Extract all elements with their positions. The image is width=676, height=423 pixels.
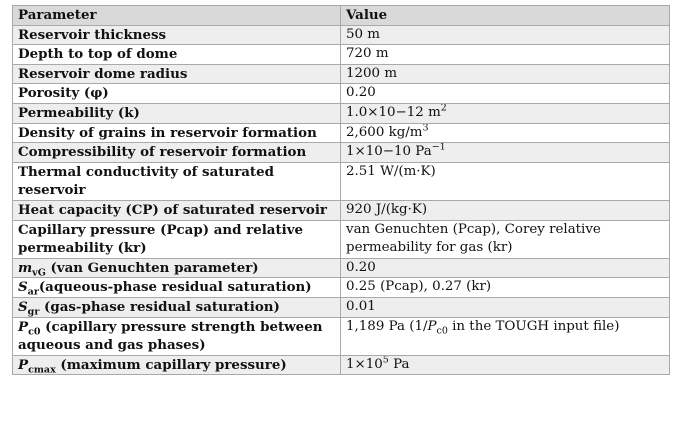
parameter-cell: Reservoir dome radius (12, 63, 341, 85)
value-subscript: c0 (436, 325, 448, 337)
value-superscript: 5 (382, 355, 389, 366)
value-cell: 0.25 (Pcap), 0.27 (kr) (340, 277, 670, 298)
value-cell: 1,189 Pa (1/Pc0 in the TOUGH input file) (340, 316, 670, 356)
value-cell: 1×10−10 Pa−1 (340, 142, 670, 163)
symbol: m (18, 259, 33, 276)
parameter-text: (van Genuchten parameter) (45, 259, 259, 276)
symbol: S (18, 279, 28, 296)
symbol-subscript: vG (32, 267, 46, 278)
table-row: Sgr (gas-phase residual saturation) 0.01 (12, 296, 670, 318)
parameter-cell: Reservoir thickness (12, 24, 341, 46)
parameter-cell: Heat capacity (CP) of saturated reservoi… (12, 199, 341, 221)
value-cell: 2.51 W/(m·K) (340, 161, 670, 201)
table-row: Heat capacity (CP) of saturated reservoi… (12, 199, 670, 221)
parameter-table: Parameter Value Reservoir thickness 50 m… (12, 5, 670, 376)
parameter-text: (gas-phase residual saturation) (39, 298, 280, 315)
table-row: Capillary pressure (Pcap) and relative p… (12, 219, 670, 259)
symbol-subscript: gr (27, 306, 40, 317)
table-row: Depth to top of dome 720 m (12, 44, 670, 65)
value-superscript: 2 (440, 103, 447, 114)
table-row: Thermal conductivity of saturated reserv… (12, 161, 670, 201)
value-cell: van Genuchten (Pcap), Corey relative per… (340, 219, 670, 259)
value-text-end: in the TOUGH input file) (447, 318, 620, 334)
value-text: 1,189 Pa (1/ (346, 318, 428, 334)
value-cell: 920 J/(kg·K) (340, 199, 670, 221)
value-cell: 50 m (340, 24, 670, 46)
parameter-text: (maximum capillary pressure) (55, 356, 287, 373)
parameter-cell: Pc0 (capillary pressure strength between… (12, 316, 341, 356)
value-text: 1×10 (346, 356, 383, 372)
value-cell: 720 m (340, 44, 670, 65)
value-cell: 1.0×10−12 m2 (340, 102, 670, 124)
parameter-cell: Capillary pressure (Pcap) and relative p… (12, 219, 341, 259)
parameter-text: (capillary pressure strength between aqu… (18, 318, 323, 354)
parameter-cell: Thermal conductivity of saturated reserv… (12, 161, 341, 201)
table-row: mvG (van Genuchten parameter) 0.20 (12, 257, 670, 279)
header-parameter: Parameter (12, 5, 341, 26)
table-row: Sar(aqueous-phase residual saturation) 0… (12, 277, 670, 298)
symbol-subscript: cmax (28, 364, 56, 375)
table-row: Pc0 (capillary pressure strength between… (12, 316, 670, 356)
table-row: Reservoir dome radius 1200 m (12, 63, 670, 85)
parameter-cell: Porosity (φ) (12, 83, 341, 104)
value-superscript: 3 (422, 123, 429, 134)
header-value: Value (340, 5, 670, 26)
symbol: P (18, 356, 29, 373)
value-cell: 1×105 Pa (340, 354, 670, 376)
value-superscript: −1 (431, 142, 446, 153)
value-symbol: P (427, 318, 437, 334)
value-text-end: Pa (388, 356, 410, 372)
table-row: Porosity (φ) 0.20 (12, 83, 670, 104)
value-cell: 0.01 (340, 296, 670, 318)
table-row: Density of grains in reservoir formation… (12, 122, 670, 144)
value-text: 1×10−10 Pa (346, 144, 432, 160)
symbol: S (18, 298, 28, 315)
parameter-cell: mvG (van Genuchten parameter) (12, 257, 341, 279)
table-header-row: Parameter Value (12, 5, 670, 26)
table-row: Pcmax (maximum capillary pressure) 1×105… (12, 354, 670, 376)
value-cell: 0.20 (340, 257, 670, 279)
parameter-text: (aqueous-phase residual saturation) (38, 279, 312, 296)
value-text: 1.0×10−12 m (346, 104, 441, 120)
parameter-cell: Sar(aqueous-phase residual saturation) (12, 277, 341, 298)
table-row: Compressibility of reservoir formation 1… (12, 142, 670, 163)
parameter-cell: Sgr (gas-phase residual saturation) (12, 296, 341, 318)
table-row: Permeability (k) 1.0×10−12 m2 (12, 102, 670, 124)
symbol: P (18, 318, 29, 335)
value-cell: 0.20 (340, 83, 670, 104)
symbol-subscript: ar (27, 286, 39, 298)
value-cell: 2,600 kg/m3 (340, 122, 670, 144)
parameter-cell: Permeability (k) (12, 102, 341, 124)
value-cell: 1200 m (340, 63, 670, 85)
table-row: Reservoir thickness 50 m (12, 24, 670, 46)
symbol-subscript: c0 (28, 326, 41, 338)
parameter-cell: Depth to top of dome (12, 44, 341, 65)
parameter-cell: Density of grains in reservoir formation (12, 122, 341, 144)
parameter-cell: Pcmax (maximum capillary pressure) (12, 354, 341, 376)
parameter-cell: Compressibility of reservoir formation (12, 142, 341, 163)
value-text: 2,600 kg/m (346, 124, 423, 140)
